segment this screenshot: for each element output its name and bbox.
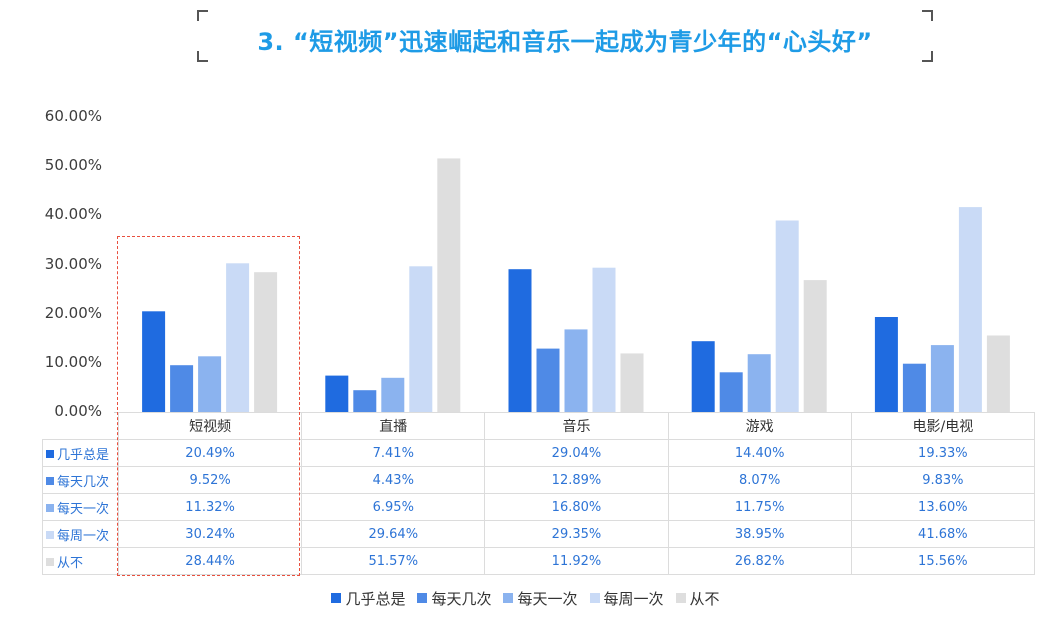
bar (747, 354, 771, 412)
series-label: 每天几次 (42, 466, 119, 494)
series-swatch (46, 531, 54, 539)
bar (325, 375, 349, 412)
x-tick-label: 直播 (301, 412, 486, 440)
y-tick-label: 40.00% (44, 205, 102, 224)
page-title: 3. “短视频”迅速崛起和音乐一起成为青少年的“心头好” (257, 28, 873, 56)
data-label: 7.41% (301, 439, 486, 467)
data-label: 11.32% (117, 493, 303, 521)
bracket-corner (922, 51, 933, 62)
data-label: 19.33% (850, 439, 1035, 467)
bar (226, 263, 250, 412)
series-label: 从不 (42, 547, 119, 575)
bar (254, 272, 278, 412)
highlight-box (117, 236, 300, 576)
bar (170, 365, 194, 412)
bar (986, 335, 1010, 412)
bar (691, 341, 715, 412)
bar (142, 311, 166, 412)
x-tick-label: 短视频 (117, 412, 303, 440)
table-row: 每天一次 11.32% 6.95% 16.80% 11.75% 13.60% (42, 493, 1035, 521)
y-tick-label: 50.00% (44, 156, 102, 175)
legend-swatch (331, 592, 342, 603)
data-label: 29.64% (301, 520, 486, 548)
data-label: 6.95% (301, 493, 486, 521)
legend-item: 每周一次 (589, 588, 664, 609)
data-label: 13.60% (850, 493, 1035, 521)
legend-swatch (675, 592, 686, 603)
data-label: 12.89% (484, 466, 669, 494)
legend-swatch (417, 592, 428, 603)
data-label: 11.75% (667, 493, 852, 521)
legend-item: 几乎总是 (331, 588, 405, 609)
y-tick-label: 10.00% (44, 352, 102, 371)
series-label: 每周一次 (42, 520, 119, 548)
data-label: 20.49% (117, 439, 303, 467)
table-row: 每周一次 30.24% 29.64% 29.35% 38.95% 41.68% (42, 520, 1035, 548)
x-tick-label: 游戏 (667, 412, 852, 440)
bar (508, 269, 532, 412)
table-row: 从不 28.44% 51.57% 11.92% 26.82% 15.56% (42, 547, 1035, 575)
legend-item: 从不 (675, 588, 720, 609)
data-label: 9.83% (850, 466, 1035, 494)
title-frame: 3. “短视频”迅速崛起和音乐一起成为青少年的“心头好” (197, 10, 933, 62)
series-swatch (46, 558, 54, 566)
data-label: 15.56% (850, 547, 1035, 575)
legend-swatch (589, 592, 600, 603)
data-label: 29.04% (484, 439, 669, 467)
bar (874, 317, 898, 412)
bar (564, 329, 588, 412)
bracket-corner (922, 10, 933, 21)
bracket-corner (197, 51, 208, 62)
data-label: 16.80% (484, 493, 669, 521)
legend-item: 每天几次 (417, 588, 491, 609)
bar (536, 348, 560, 412)
table-corner (43, 413, 119, 440)
series-label: 几乎总是 (42, 439, 119, 467)
data-label: 29.35% (484, 520, 669, 548)
legend-swatch (503, 592, 514, 603)
data-label: 38.95% (667, 520, 852, 548)
bar (775, 220, 799, 412)
bar (930, 345, 954, 412)
data-label: 4.43% (301, 466, 486, 494)
table-header-row: 短视频 直播 音乐 游戏 电影/电视 (43, 412, 1035, 440)
legend-item: 每天一次 (503, 588, 578, 609)
bar (803, 280, 827, 412)
data-label: 9.52% (117, 466, 303, 494)
bar (719, 372, 743, 412)
y-tick-label: 30.00% (44, 254, 102, 273)
series-swatch (46, 450, 54, 458)
data-label: 41.68% (850, 520, 1035, 548)
data-label: 26.82% (667, 547, 852, 575)
y-tick-label: 20.00% (44, 303, 102, 322)
x-tick-label: 电影/电视 (850, 412, 1035, 440)
bar (902, 363, 926, 412)
data-label: 51.57% (301, 547, 486, 575)
bar (198, 356, 222, 412)
data-table: 短视频 直播 音乐 游戏 电影/电视 几乎总是 20.49% 7.41% 29.04% 14.40… (42, 412, 1035, 575)
bar (620, 353, 644, 412)
bar (409, 266, 433, 412)
bar (437, 158, 461, 412)
bar (958, 207, 982, 412)
data-label: 8.07% (667, 466, 852, 494)
y-tick-label: 0.00% (54, 402, 102, 420)
series-swatch (46, 504, 54, 512)
table-row: 每天几次 9.52% 4.43% 12.89% 8.07% 9.83% (42, 466, 1035, 494)
legend: 几乎总是 每天几次 每天一次 每周一次 从不 (0, 588, 1051, 609)
series-swatch (46, 477, 54, 485)
series-label: 每天一次 (42, 493, 119, 521)
data-label: 11.92% (484, 547, 669, 575)
bracket-corner (197, 10, 208, 21)
y-tick-label: 60.00% (44, 107, 102, 125)
bar (592, 267, 616, 412)
bar (353, 390, 377, 412)
x-tick-label: 音乐 (484, 412, 669, 440)
data-label: 14.40% (667, 439, 852, 467)
bar (381, 377, 405, 412)
